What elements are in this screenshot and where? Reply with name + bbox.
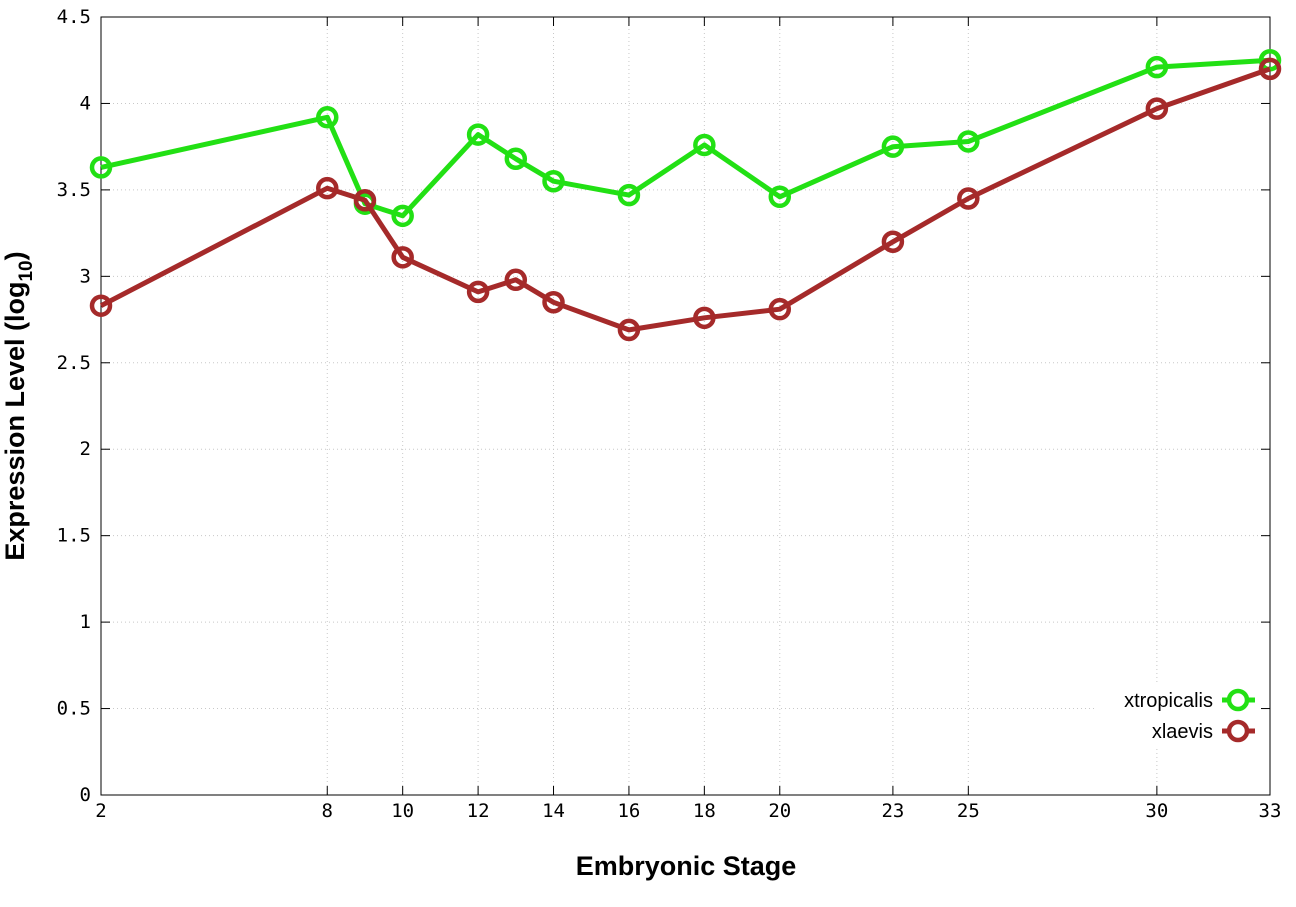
x-tick-label: 25 — [957, 800, 980, 822]
axes — [100, 16, 1271, 796]
data-point-xtropicalis — [768, 185, 792, 209]
plot-frame — [100, 16, 1271, 796]
y-tick-label: 4.5 — [57, 6, 91, 28]
x-tick-label: 2 — [95, 800, 106, 822]
x-axis-title: Embryonic Stage — [576, 851, 797, 881]
y-tick-label: 1.5 — [57, 525, 91, 547]
y-axis-title-subscript: 10 — [16, 260, 37, 281]
data-point-xtropicalis — [957, 130, 980, 153]
x-tick-label: 20 — [768, 800, 791, 822]
legend-swatches — [1222, 688, 1255, 743]
data-point-xtropicalis — [89, 156, 113, 179]
data-point-xlaevis — [89, 294, 113, 317]
data-point-xtropicalis — [1145, 55, 1169, 79]
data-point-xlaevis — [617, 318, 641, 342]
legend-label-xlaevis: xlaevis — [1152, 721, 1213, 743]
data-point-xlaevis — [542, 291, 565, 314]
data-point-xlaevis — [693, 306, 716, 330]
data-point-xlaevis — [1258, 57, 1282, 81]
y-tick-label: 1 — [80, 611, 91, 633]
series-xlaevis — [89, 57, 1282, 342]
y-axis-title: Expression Level (log10) — [0, 251, 37, 560]
data-point-xlaevis — [768, 297, 792, 321]
data-point-xlaevis — [466, 280, 490, 304]
data-point-xtropicalis — [391, 204, 414, 228]
data-point-xlaevis — [957, 187, 980, 210]
x-tick-label: 33 — [1259, 800, 1282, 822]
data-point-xtropicalis — [617, 183, 641, 207]
y-tick-label: 4 — [80, 92, 91, 114]
y-tick-label: 2.5 — [57, 352, 91, 374]
x-tick-label: 30 — [1145, 800, 1168, 822]
legend-label-xtropicalis: xtropicalis — [1124, 690, 1213, 712]
y-tick-label: 2 — [80, 438, 91, 460]
data-point-xtropicalis — [466, 123, 490, 146]
data-point-xlaevis — [1145, 97, 1169, 120]
data-point-xlaevis — [316, 176, 339, 200]
data-point-xlaevis — [881, 230, 905, 254]
legend-marker-xtropicalis — [1226, 688, 1250, 712]
series-line-xlaevis — [99, 66, 1271, 333]
x-tick-label: 8 — [322, 800, 333, 822]
data-point-xtropicalis — [693, 133, 716, 157]
y-tick-label: 0 — [80, 784, 91, 806]
y-tick-label: 0.5 — [57, 698, 91, 720]
data-point-xlaevis — [504, 268, 528, 292]
y-tick-label: 3 — [80, 265, 91, 287]
x-tick-label: 16 — [617, 800, 640, 822]
x-tick-label: 10 — [391, 800, 414, 822]
y-axis-title-close: ) — [0, 251, 30, 260]
legend-marker-xlaevis — [1226, 719, 1250, 743]
y-axis-title-main: Expression Level (log — [0, 282, 30, 561]
data-point-xlaevis — [353, 189, 377, 212]
x-tick-label: 12 — [467, 800, 490, 822]
series-lines — [89, 48, 1282, 342]
legend: xtropicalis xlaevis — [1096, 684, 1258, 748]
grid-lines — [101, 17, 1270, 795]
data-point-xtropicalis — [504, 147, 528, 171]
y-tick-label: 3.5 — [57, 179, 91, 201]
data-point-xtropicalis — [316, 106, 339, 129]
data-point-xlaevis — [391, 246, 414, 269]
data-point-xtropicalis — [881, 135, 905, 158]
x-tick-label: 18 — [693, 800, 716, 822]
tick-labels: 0 0.5 1 1.5 2 2.5 3 3.5 4 4.5 2 8 10 12 14 16 18 20 23 25 30… — [57, 6, 1282, 822]
x-tick-label: 23 — [881, 800, 904, 822]
data-point-xtropicalis — [542, 169, 565, 193]
x-tick-label: 14 — [542, 800, 565, 822]
